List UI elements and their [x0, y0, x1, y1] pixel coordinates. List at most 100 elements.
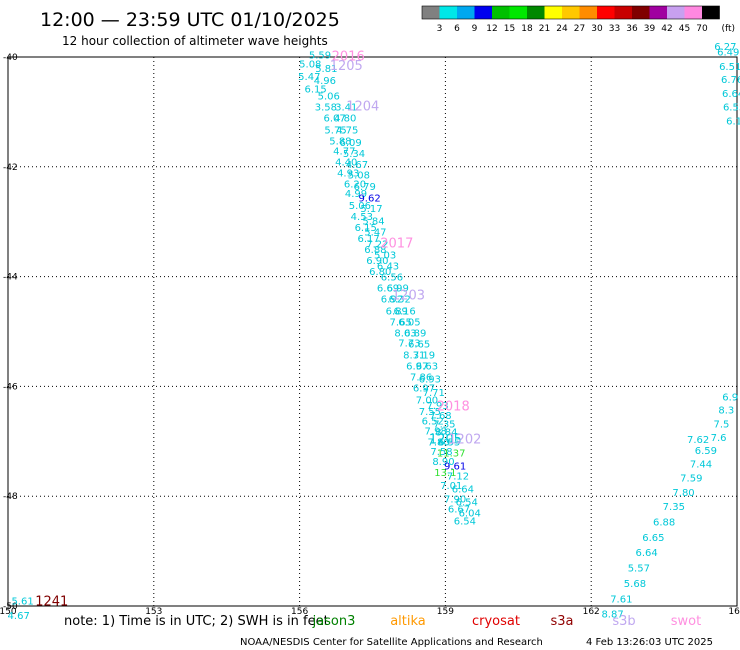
footer-note: note: 1) Time is in UTC; 2) SWH is in fe…: [64, 614, 329, 629]
wave-height-value: 3.58: [315, 102, 337, 113]
wave-height-value: 6.64: [722, 89, 740, 100]
longitude-label: 156: [291, 607, 308, 617]
wave-height-value: 6.05: [398, 318, 420, 329]
wave-height-value: 4.80: [334, 113, 356, 124]
wave-height-value: 5.47: [364, 228, 386, 239]
wave-height-value: 4.67: [346, 160, 368, 171]
wave-height-value: 7.98: [425, 426, 447, 437]
credit-line: NOAA/NESDIS Center for Satellite Applica…: [240, 637, 543, 648]
colorbar-tick-label: 21: [539, 24, 550, 34]
wave-height-observations: 5.595.085.815.474.966.155.063.583.416.07…: [8, 42, 740, 622]
colorbar-tick-label: 39: [644, 24, 656, 34]
latitude-tick-labels: -40 -42 -44 -46 -48 -50: [3, 53, 18, 612]
wave-height-value: 6.04: [459, 509, 481, 520]
pass-hour-label: 1202: [448, 433, 481, 448]
wave-height-value: 7.68: [429, 411, 451, 422]
wave-height-value: 6.43: [377, 262, 399, 273]
wave-height-value: 6.99: [387, 284, 409, 295]
wave-height-value: 6.17: [357, 234, 379, 245]
wave-height-value: 5.81: [315, 64, 337, 75]
colorbar-swatch: [562, 6, 580, 19]
colorbar-swatch: [649, 6, 667, 19]
colorbar-tick-label: 9: [472, 24, 478, 34]
colorbar-swatch: [614, 6, 632, 19]
colorbar-outline: [421, 5, 720, 20]
colorbar-tick-label: 12: [486, 24, 497, 34]
wave-height-value: 4.40: [335, 157, 357, 168]
longitude-tick-labels: 150 153 156 159 162 165: [0, 607, 740, 617]
colorbar-swatch: [509, 6, 527, 19]
wave-height-value: 7.65: [390, 318, 412, 329]
wave-height-value: 7.55: [419, 407, 441, 418]
wave-height-value: 7.44: [690, 459, 712, 470]
wave-height-value: 5.68: [624, 579, 646, 590]
wave-height-value: 6.97: [406, 362, 428, 373]
wave-height-value: 4.67: [8, 611, 30, 622]
wave-height-value: 7.19: [413, 351, 435, 362]
pass-hour-label: 2017: [380, 237, 413, 252]
colorbar-swatch: [667, 6, 685, 19]
wave-height-value: 7.12: [447, 471, 469, 482]
wave-height-value: 4.96: [314, 76, 336, 87]
colorbar-tick-label: 42: [661, 24, 672, 34]
wave-height-value: 6.88: [653, 517, 675, 528]
latitude-label: -40: [3, 53, 18, 63]
wave-height-value: 7.86: [410, 373, 432, 384]
wave-height-value: 6.55: [723, 102, 740, 113]
pass-hour-label: 1205: [429, 433, 462, 448]
colorbar-tick-label: 45: [679, 24, 690, 34]
wave-height-value: 6.49: [717, 48, 739, 59]
wave-height-value: 6.56: [381, 273, 403, 284]
wave-height-value: 5.08: [299, 60, 321, 71]
wave-height-value: 6.88: [364, 245, 386, 256]
wave-height-value: 6.1: [726, 117, 740, 128]
wave-height-value: 9.62: [358, 194, 380, 205]
wave-height-value: 7.58: [430, 447, 452, 458]
wave-height-value: 6.64: [452, 485, 474, 496]
wave-height-value: 7.22: [366, 240, 388, 251]
wave-height-value: 5.59: [309, 50, 331, 61]
longitude-label: 150: [0, 607, 17, 617]
wave-height-value: 6.54: [456, 498, 478, 509]
wave-height-value: 6.67: [448, 504, 470, 515]
wave-height-value: 7.6: [711, 433, 727, 444]
wave-height-value: 5.88: [329, 136, 351, 147]
wave-height-value: 9.61: [444, 461, 466, 472]
wave-height-value: 5.84: [362, 217, 384, 228]
wave-height-value: 6.9: [722, 392, 738, 403]
satellite-legend-item: jason3: [312, 614, 356, 629]
wave-height-value: 8.90: [432, 457, 454, 468]
wave-height-value: 8.3: [718, 405, 734, 416]
wave-height-value: 5.61: [11, 597, 33, 608]
latitude-label: -42: [3, 163, 18, 173]
wave-height-value: 4.77: [333, 146, 355, 157]
colorbar-tick-label: 36: [626, 24, 638, 34]
colorbar-tick-label: 15: [504, 24, 515, 34]
wave-height-value: 7.00: [416, 396, 438, 407]
wave-height-value: 6.76: [721, 75, 740, 86]
wave-height-value: 7.80: [427, 437, 449, 448]
satellite-legend-item: swot: [671, 614, 701, 629]
pass-hour-label: 1204: [346, 99, 379, 114]
latitude-label: -44: [3, 273, 18, 283]
wave-height-value: 7.90: [444, 494, 466, 505]
wave-height-value: 7.93: [426, 401, 448, 412]
satellite-legend-item: s3b: [612, 614, 635, 629]
pass-hour-label: 1205: [330, 59, 363, 74]
wave-height-value: 6.51: [719, 62, 740, 73]
wave-height-value: 8.31: [403, 351, 425, 362]
colorbar-swatch: [632, 6, 650, 19]
wave-height-value: 7.5: [713, 420, 729, 431]
longitude-label: 159: [437, 607, 454, 617]
colorbar-swatch: [579, 6, 597, 19]
page-title: 12:00 — 23:59 UTC 01/10/2025: [40, 9, 340, 31]
wave-height-value: 5.06: [349, 201, 371, 212]
colorbar-tick-label: 27: [574, 24, 585, 34]
wave-height-value: 6.92: [381, 295, 403, 306]
wave-height-value: 6.54: [454, 516, 476, 527]
wave-height-value: 6.90: [366, 256, 388, 267]
wave-height-value: 4.53: [351, 212, 373, 223]
longitude-label: 153: [145, 607, 162, 617]
